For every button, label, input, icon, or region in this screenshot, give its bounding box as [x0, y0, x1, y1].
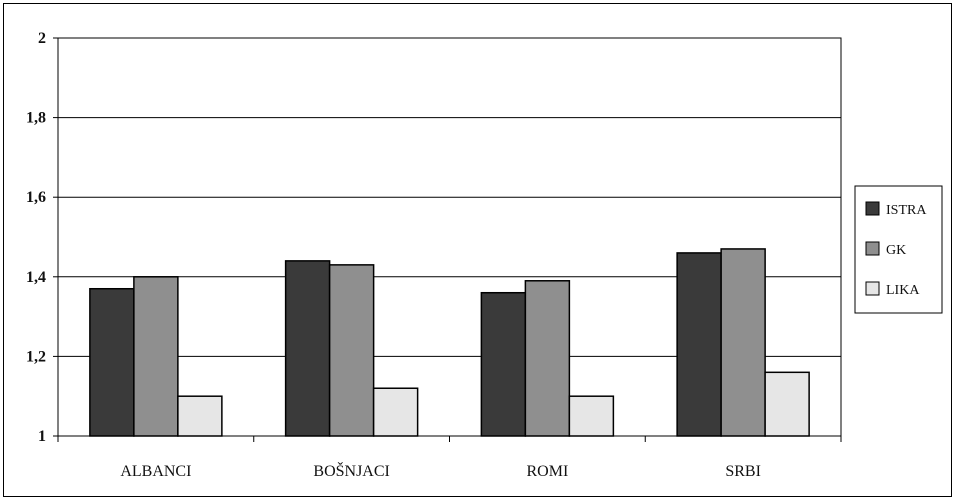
bar-gk-2	[524, 280, 571, 437]
bar-istra-0	[89, 287, 135, 437]
x-category-label: BOŠNJACI	[313, 461, 389, 480]
x-category-label: ROMI	[526, 463, 568, 480]
y-axis-ticks: 1 1,2 1,4 1,6 1,8 2	[26, 30, 58, 445]
bar-lika-1	[372, 387, 419, 437]
legend: ISTRA GK LIKA	[854, 185, 943, 314]
legend-swatch-lika	[865, 281, 880, 296]
legend-label-istra: ISTRA	[886, 203, 927, 218]
bar-gk-0	[133, 276, 179, 437]
bar-gk-3	[720, 248, 766, 437]
x-category-label: SRBI	[725, 463, 761, 480]
y-tick-label: 1,6	[26, 189, 46, 206]
legend-swatch-gk	[865, 241, 880, 256]
y-tick-label: 2	[38, 30, 46, 47]
bar-lika-2	[568, 395, 615, 437]
bar-gk-1	[328, 264, 375, 437]
legend-swatch-istra	[865, 201, 880, 216]
y-tick-label: 1,8	[26, 110, 46, 127]
x-category-label: ALBANCI	[120, 463, 191, 480]
legend-label-lika: LIKA	[886, 283, 920, 298]
bar-lika-3	[764, 371, 810, 437]
y-tick-label: 1,2	[26, 348, 46, 365]
bar-istra-2	[480, 291, 527, 437]
bar-istra-3	[676, 252, 722, 437]
bar-lika-0	[177, 395, 223, 437]
bars	[89, 248, 810, 437]
bar-istra-1	[284, 260, 331, 437]
y-tick-label: 1,4	[26, 269, 46, 286]
x-axis-ticks: ALBANCI BOŠNJACI ROMI SRBI	[57, 436, 842, 480]
gridlines	[58, 37, 841, 357]
y-tick-label: 1	[38, 428, 46, 445]
legend-label-gk: GK	[886, 243, 906, 258]
